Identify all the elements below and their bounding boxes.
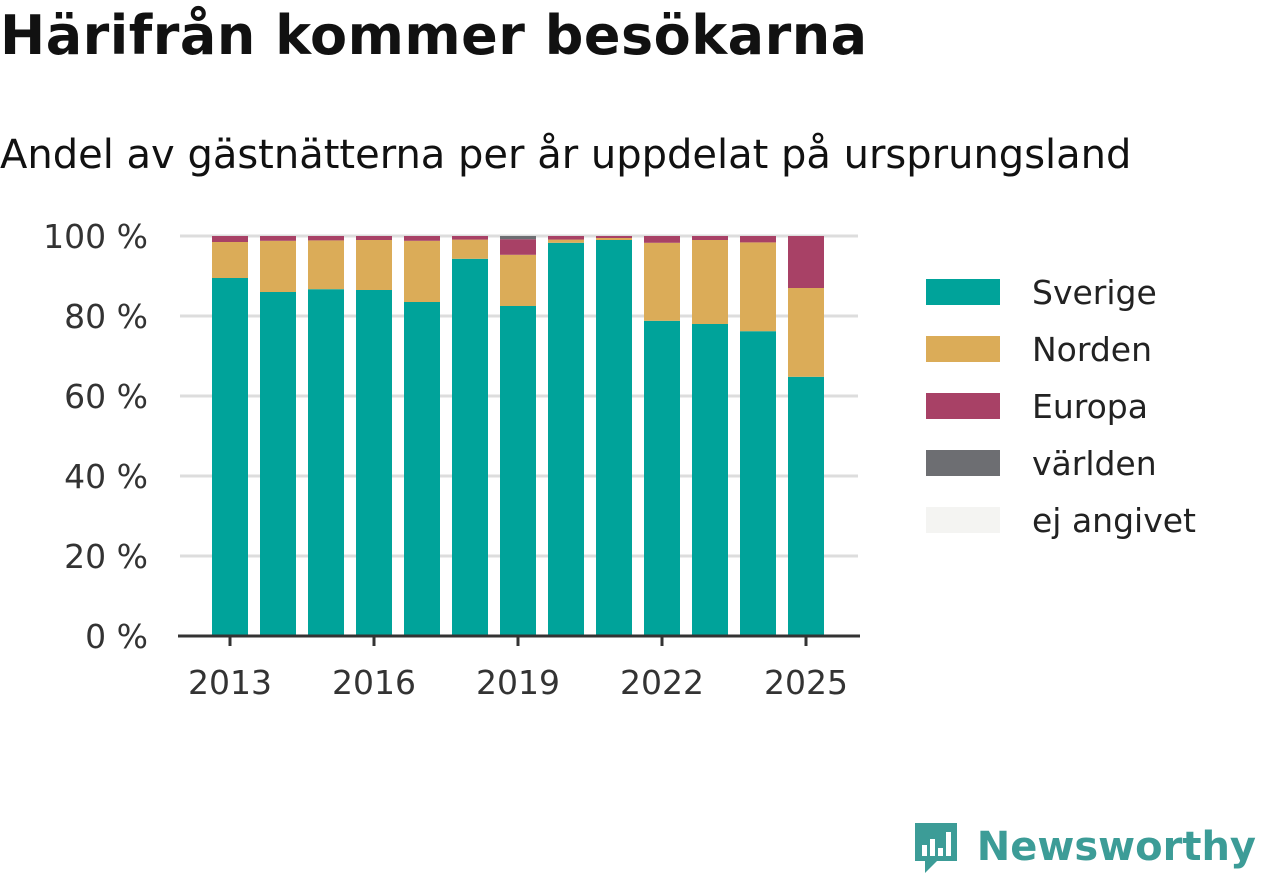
x-tick-label: 2022 (620, 663, 704, 702)
legend-label: ej angivet (1032, 501, 1196, 540)
bar-sverige-2020 (548, 242, 584, 637)
bar-norden-2023 (692, 240, 728, 324)
x-tick-label: 2025 (764, 663, 848, 702)
bar-europa-2020 (548, 236, 584, 240)
brand-logo: Newsworthy (911, 819, 1256, 875)
bars (212, 236, 824, 637)
legend-swatch (926, 279, 1000, 305)
axes: 0 % 20 % 40 % 60 % 80 % 100 % 2013 2016 2019 2022… (43, 217, 860, 702)
legend-swatch (926, 336, 1000, 362)
chart-title: Härifrån kommer besökarna (0, 4, 868, 67)
y-tick-label: 0 % (85, 617, 148, 656)
brand-name: Newsworthy (976, 824, 1256, 870)
x-tick-label: 2016 (332, 663, 416, 702)
bar-norden-2021 (596, 238, 632, 240)
x-tick-label: 2019 (476, 663, 560, 702)
legend-label: Europa (1032, 387, 1148, 426)
bar-europa-2024 (740, 236, 776, 243)
legend-swatch (926, 450, 1000, 476)
bar-sverige-2022 (644, 320, 680, 636)
bar-norden-2020 (548, 239, 584, 243)
bar-europa-2017 (404, 236, 440, 241)
bar-sverige-2021 (596, 240, 632, 636)
chart-subtitle: Andel av gästnätterna per år uppdelat på… (0, 132, 1132, 178)
bar-norden-2014 (260, 240, 296, 292)
bar-sverige-2019 (500, 306, 536, 636)
bar-norden-2019 (500, 254, 536, 306)
bar-europa-2015 (308, 236, 344, 241)
bar-norden-2017 (404, 240, 440, 302)
legend: Sverige Norden Europa världen ej angivet (926, 273, 1196, 540)
bar-europa-2022 (644, 236, 680, 243)
legend-swatch (926, 507, 1000, 533)
y-tick-label: 60 % (64, 377, 148, 416)
y-tick-label: 20 % (64, 537, 148, 576)
legend-label: Sverige (1032, 273, 1157, 312)
bar-norden-2025 (788, 288, 824, 377)
y-tick-label: 40 % (64, 457, 148, 496)
x-tick-label: 2013 (188, 663, 272, 702)
bar-europa-2025 (788, 236, 824, 288)
bar-norden-2018 (452, 239, 488, 259)
bar-norden-2016 (356, 240, 392, 290)
bar-europa-2019 (500, 239, 536, 255)
bar-världen-2019 (500, 236, 536, 240)
y-tick-label: 80 % (64, 297, 148, 336)
bar-norden-2024 (740, 242, 776, 332)
bar-europa-2013 (212, 236, 248, 242)
bar-sverige-2016 (356, 290, 392, 636)
bar-norden-2022 (644, 242, 680, 321)
bar-sverige-2014 (260, 292, 296, 636)
legend-swatch (926, 393, 1000, 419)
bar-sverige-2024 (740, 331, 776, 636)
bar-sverige-2013 (212, 278, 248, 636)
bar-europa-2016 (356, 236, 392, 240)
legend-label: Norden (1032, 330, 1152, 369)
bar-sverige-2018 (452, 258, 488, 636)
bar-europa-2014 (260, 236, 296, 241)
bar-sverige-2017 (404, 302, 440, 636)
y-tick-label: 100 % (43, 217, 148, 256)
legend-label: världen (1032, 444, 1157, 483)
newsworthy-logo-icon (914, 823, 957, 873)
bar-norden-2013 (212, 242, 248, 278)
bar-europa-2021 (596, 236, 632, 238)
bar-sverige-2015 (308, 289, 344, 636)
bar-europa-2018 (452, 236, 488, 240)
bar-norden-2015 (308, 240, 344, 290)
bar-sverige-2025 (788, 376, 824, 636)
bar-europa-2023 (692, 236, 728, 240)
bar-sverige-2023 (692, 324, 728, 636)
